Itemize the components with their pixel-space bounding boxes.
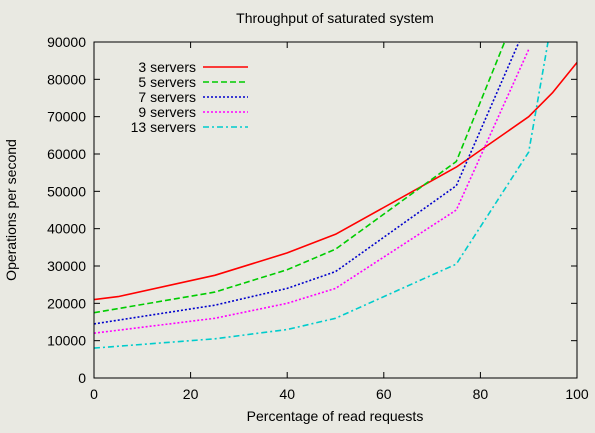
x-tick-label: 100 — [565, 386, 589, 402]
x-axis-label: Percentage of read requests — [247, 408, 424, 424]
series-line-2 — [94, 42, 520, 325]
y-tick-label: 50000 — [47, 183, 86, 199]
y-tick-label: 90000 — [47, 34, 86, 50]
x-tick-label: 80 — [473, 386, 489, 402]
y-tick-label: 60000 — [47, 146, 86, 162]
x-tick-label: 20 — [183, 386, 199, 402]
series-line-3 — [94, 49, 530, 334]
legend-label: 9 servers — [138, 104, 196, 120]
x-tick-label: 0 — [90, 386, 98, 402]
y-tick-label: 80000 — [47, 71, 86, 87]
y-tick-label: 30000 — [47, 258, 86, 274]
series-layer — [94, 42, 577, 349]
x-tick-label: 40 — [279, 386, 295, 402]
legend-label: 5 servers — [138, 74, 196, 90]
chart-title: Throughput of saturated system — [236, 10, 434, 26]
plot-frame — [93, 41, 578, 379]
legend-label: 3 servers — [138, 59, 196, 75]
y-tick-label: 70000 — [47, 109, 86, 125]
axes-layer: 0 20 40 60 80 100 0 10000 20000 30000 40000 50000 60… — [47, 34, 589, 402]
y-axis-label: Operations per second — [3, 139, 19, 281]
y-tick-label: 0 — [78, 370, 86, 386]
y-tick-label: 20000 — [47, 295, 86, 311]
legend-label: 7 servers — [138, 89, 196, 105]
x-tick-label: 60 — [376, 386, 392, 402]
series-line-4 — [94, 42, 549, 349]
series-line-0 — [94, 61, 577, 301]
legend-label: 13 servers — [131, 119, 196, 135]
y-tick-label: 40000 — [47, 221, 86, 237]
y-tick-label: 10000 — [47, 333, 86, 349]
series-line-1 — [94, 42, 506, 314]
